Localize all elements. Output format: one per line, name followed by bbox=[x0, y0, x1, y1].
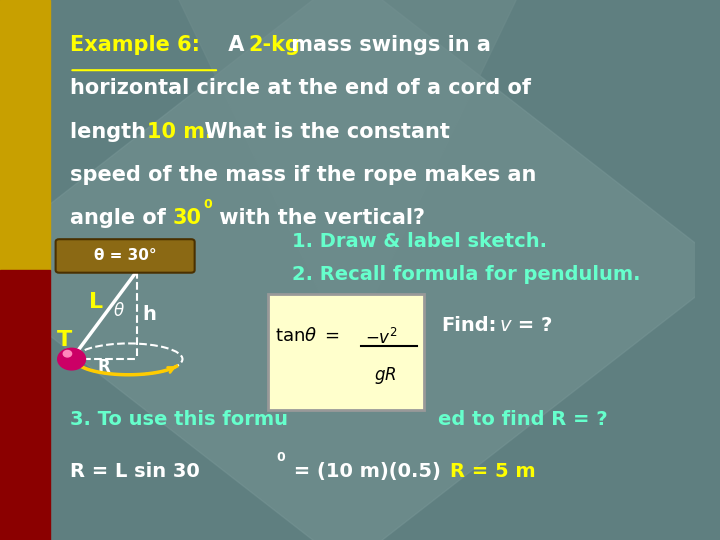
Text: angle of: angle of bbox=[70, 208, 173, 228]
Circle shape bbox=[63, 350, 71, 357]
Text: $\mathrm{tan}\theta\ =$: $\mathrm{tan}\theta\ =$ bbox=[274, 327, 340, 345]
Text: h: h bbox=[143, 305, 156, 324]
Text: $\theta$: $\theta$ bbox=[112, 301, 125, 320]
Text: 10 m.: 10 m. bbox=[148, 122, 213, 141]
Text: = ?: = ? bbox=[511, 316, 552, 335]
Polygon shape bbox=[174, 0, 521, 351]
Text: 0: 0 bbox=[276, 451, 285, 464]
Text: L: L bbox=[89, 292, 103, 313]
Text: horizontal circle at the end of a cord of: horizontal circle at the end of a cord o… bbox=[70, 78, 531, 98]
Text: = (10 m)(0.5): = (10 m)(0.5) bbox=[287, 462, 441, 481]
Text: Example 6:: Example 6: bbox=[70, 35, 199, 55]
Text: $v$: $v$ bbox=[499, 316, 513, 335]
Text: What is the constant: What is the constant bbox=[190, 122, 450, 141]
Bar bbox=[268, 294, 424, 410]
Text: length: length bbox=[70, 122, 153, 141]
Text: mass swings in a: mass swings in a bbox=[284, 35, 490, 55]
Text: $\mathregular{-}v^2$: $\mathregular{-}v^2$ bbox=[365, 328, 397, 348]
Text: A: A bbox=[221, 35, 252, 55]
FancyBboxPatch shape bbox=[55, 239, 194, 273]
Bar bbox=[0, 270, 50, 540]
Text: $gR$: $gR$ bbox=[374, 364, 397, 386]
Bar bbox=[0, 0, 50, 270]
Circle shape bbox=[58, 348, 86, 370]
Text: 3. To use this formu: 3. To use this formu bbox=[70, 410, 287, 429]
Text: ed to find R = ?: ed to find R = ? bbox=[438, 410, 608, 429]
Text: Find:: Find: bbox=[441, 316, 497, 335]
Text: R = 5 m: R = 5 m bbox=[451, 462, 536, 481]
Text: 2-kg: 2-kg bbox=[249, 35, 301, 55]
Text: T: T bbox=[57, 330, 72, 350]
Text: 2. Recall formula for pendulum.: 2. Recall formula for pendulum. bbox=[292, 265, 641, 284]
Text: 0: 0 bbox=[203, 198, 212, 211]
Text: R: R bbox=[97, 358, 110, 376]
Text: speed of the mass if the rope makes an: speed of the mass if the rope makes an bbox=[70, 165, 536, 185]
Text: 30: 30 bbox=[172, 208, 202, 228]
Text: θ = 30°: θ = 30° bbox=[94, 248, 156, 263]
Text: R = L sin 30: R = L sin 30 bbox=[70, 462, 199, 481]
Text: 1. Draw & label sketch.: 1. Draw & label sketch. bbox=[292, 232, 547, 251]
Text: with the vertical?: with the vertical? bbox=[212, 208, 425, 228]
